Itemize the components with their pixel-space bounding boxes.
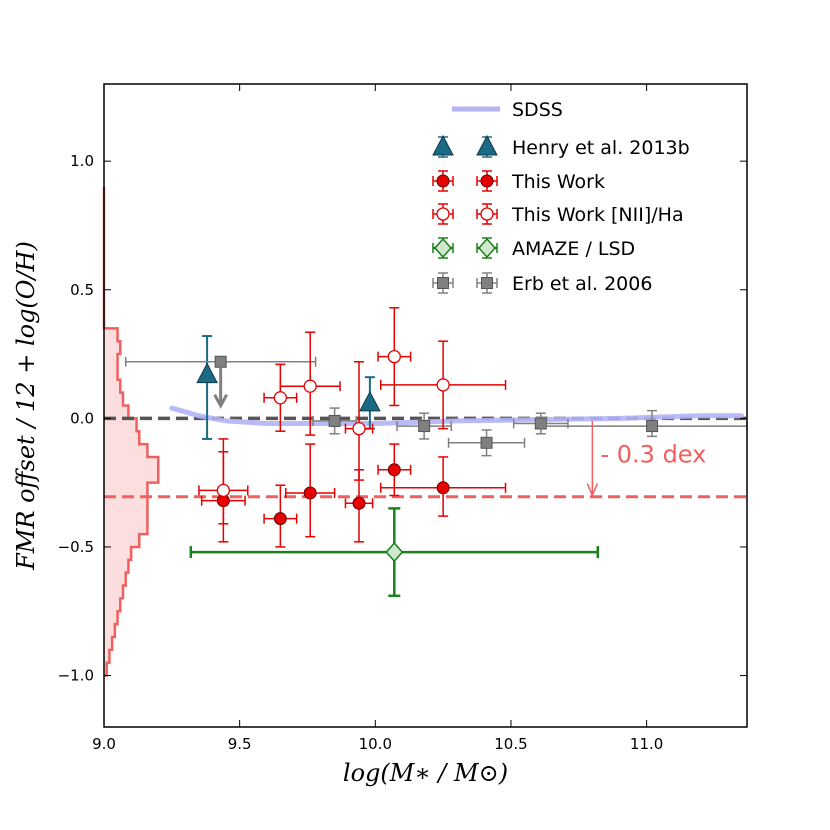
this-work-nii-point-5: [436, 378, 450, 392]
this-work-point-2: [303, 486, 317, 500]
this-work-nii-point-1: [273, 391, 288, 405]
legend-label: SDSS: [512, 99, 563, 121]
legend-label: This Work [NII]/Ha: [511, 204, 684, 226]
erb-series: [124, 355, 748, 457]
offset-annotation: - 0.3 dex: [600, 440, 706, 468]
legend-marker-1: [477, 237, 497, 259]
series-layer: [124, 307, 748, 598]
x-axis-label: log(M∗ / M⊙): [343, 759, 508, 787]
erb-point-1: [328, 414, 341, 427]
legend-marker-0: [437, 277, 449, 289]
x-tick-label: 10.5: [494, 735, 527, 753]
y-tick-label: −1.0: [58, 667, 94, 685]
legend-label: Erb et al. 2006: [512, 273, 652, 295]
this-work-point-5: [436, 481, 450, 495]
x-tick-label: 9.0: [92, 735, 116, 753]
amaze-series: [189, 507, 600, 598]
legend-label: Henry et al. 2013b: [512, 137, 690, 159]
legend-marker-1: [476, 134, 498, 156]
this-work-nii-point-4: [387, 349, 401, 364]
y-tick-label: 0.5: [70, 281, 94, 299]
erb-point-0: [214, 355, 227, 368]
legend-item-this_work: This Work: [432, 170, 605, 193]
legend-item-erb: Erb et al. 2006: [432, 272, 652, 295]
x-tick-label: 9.5: [228, 735, 252, 753]
this-work-point-1: [273, 512, 287, 526]
legend-item-sdss: SDSS: [452, 99, 563, 121]
legend-marker-0: [432, 134, 454, 156]
legend-label: This Work: [511, 171, 605, 193]
henry-point-0: [196, 362, 218, 384]
legend-marker-1: [480, 207, 494, 221]
legend-marker-0: [436, 207, 450, 221]
legend: SDSS Henry et al. 2013b This Work This Work…: [432, 99, 690, 295]
erb-point-3: [480, 436, 493, 449]
this-work-nii-point-2: [303, 379, 317, 393]
legend-marker-0: [433, 237, 453, 259]
this-work-nii-series: [198, 307, 507, 525]
legend-item-henry: Henry et al. 2013b: [432, 134, 690, 159]
legend-marker-1: [480, 174, 494, 188]
this-work-series: [200, 438, 507, 548]
plot-frame: [103, 83, 748, 728]
this-work-point-3: [352, 496, 366, 510]
y-axis-label: FMR offset / 12 + log(O/H): [12, 241, 40, 571]
erb-upper-limit-head: [213, 394, 228, 409]
annotation-layer: - 0.3 dex: [586, 420, 706, 498]
ticks-layer: 9.0 9.5 10.0 10.5 11.0 1.0 0.5 0.0 −0.5 −1.0: [58, 84, 747, 753]
x-tick-label: 10.0: [359, 735, 392, 753]
histogram-outline: [102, 186, 160, 677]
offset-arrow-head: [586, 483, 599, 498]
legend-item-this_work_nii: This Work [NII]/Ha: [432, 203, 684, 226]
histogram-layer: [102, 186, 160, 677]
this-work-nii-point-3: [352, 421, 366, 436]
erb-point-5: [646, 420, 659, 433]
y-tick-label: −0.5: [58, 538, 94, 556]
legend-item-amaze: AMAZE / LSD: [432, 237, 635, 260]
legend-marker-1: [481, 277, 493, 289]
henry-point-1: [359, 390, 381, 412]
this-work-point-4: [387, 463, 401, 477]
amaze-point-0: [385, 541, 404, 563]
legend-label: AMAZE / LSD: [512, 238, 635, 260]
erb-point-2: [418, 420, 431, 433]
this-work-nii-point-0: [216, 483, 231, 498]
y-tick-label: 1.0: [70, 152, 94, 170]
x-tick-label: 11.0: [630, 735, 663, 753]
histogram-fill: [104, 186, 159, 676]
y-tick-label: 0.0: [70, 409, 94, 427]
sdss-line: [169, 405, 745, 427]
legend-marker-0: [436, 174, 450, 188]
